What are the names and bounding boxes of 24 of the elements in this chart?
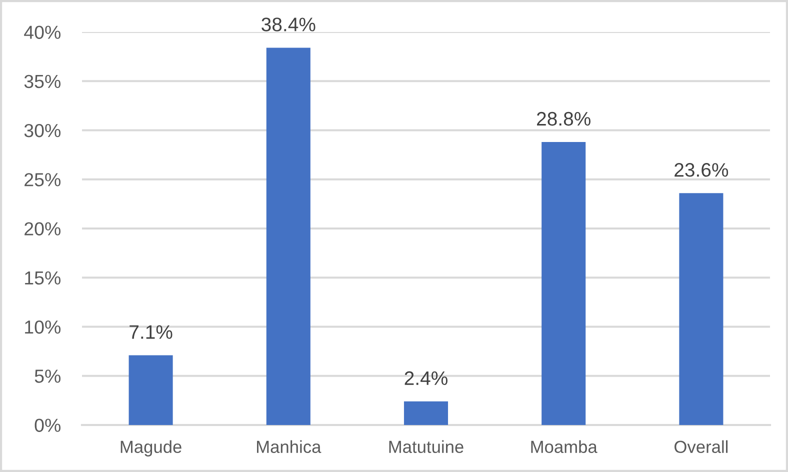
y-tick-label: 40% <box>24 26 60 39</box>
data-label: 7.1% <box>130 325 172 339</box>
y-tick-label: 35% <box>24 74 60 88</box>
bar <box>266 48 310 425</box>
bar <box>128 355 173 425</box>
y-tick-label: 20% <box>24 222 60 236</box>
y-tick-label: 5% <box>34 370 60 383</box>
bar <box>404 401 448 425</box>
x-tick-label: Manhica <box>257 440 322 454</box>
x-tick-label: Overall <box>674 440 728 454</box>
bar <box>679 193 724 425</box>
y-tick-label: 10% <box>25 320 60 334</box>
y-tick-label: 30% <box>24 124 60 138</box>
x-tick-label: Moamba <box>531 440 598 454</box>
data-label: 38.4% <box>262 18 316 32</box>
y-tick-label: 0% <box>34 418 60 432</box>
data-label: 23.6% <box>674 163 728 177</box>
data-label: 28.8% <box>537 112 590 126</box>
y-tick-label: 25% <box>24 173 60 186</box>
x-tick-label: Matutuine <box>389 440 464 454</box>
x-tick-label: Magude <box>120 440 182 456</box>
y-tick-label: 15% <box>25 271 60 285</box>
bar <box>542 142 586 425</box>
data-label: 2.4% <box>404 371 448 385</box>
